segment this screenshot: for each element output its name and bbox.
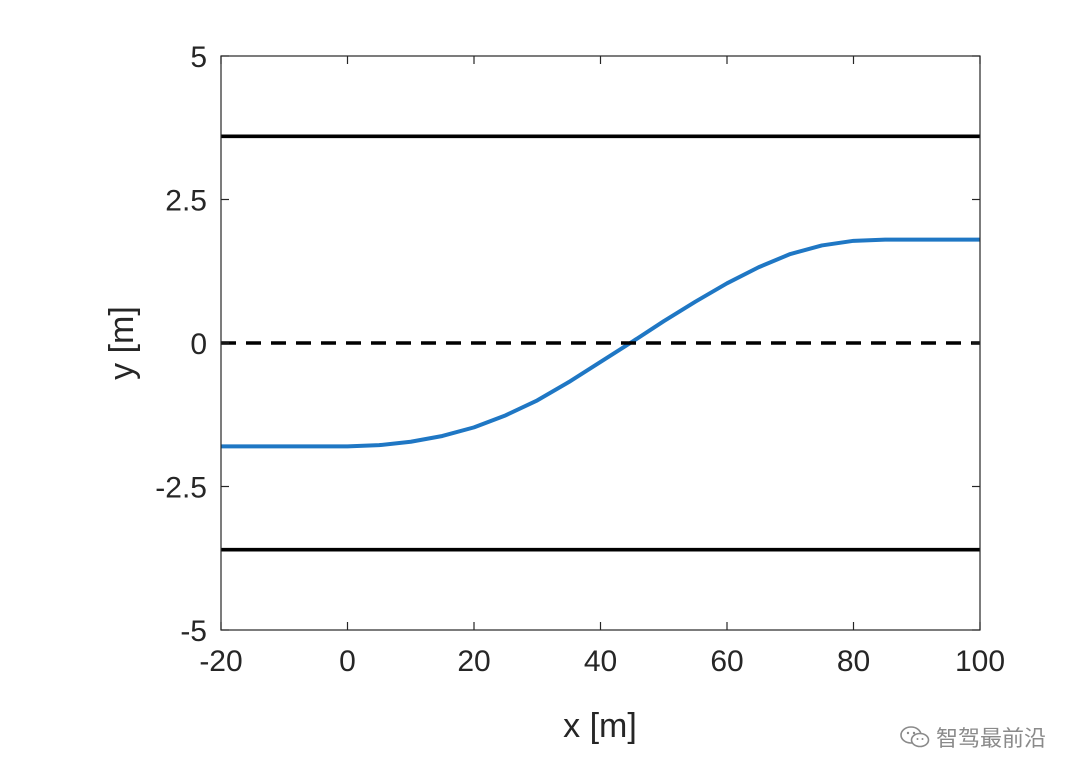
- tick-group: -20 0 20 40 60 80 100 -5 -2.5 0 2.5 5: [155, 41, 1005, 678]
- watermark-text: 智驾最前沿: [935, 727, 1046, 752]
- x-tick-label: -20: [199, 645, 242, 678]
- x-tick-label: 40: [584, 645, 617, 678]
- series-group: [221, 134, 980, 552]
- watermark: 智驾最前沿: [900, 721, 1046, 753]
- x-tick-label: 60: [710, 645, 743, 678]
- x-tick-label: 100: [955, 645, 1005, 678]
- y-tick-label: -2.5: [155, 472, 207, 505]
- y-tick-label: 5: [190, 41, 207, 74]
- y-tick-label: -5: [180, 615, 207, 648]
- x-axis-label: x [m]: [563, 707, 637, 745]
- y-axis-label: y [m]: [103, 306, 141, 380]
- y-tick-label: 2.5: [165, 185, 207, 218]
- x-tick-label: 0: [339, 645, 356, 678]
- y-tick-label: 0: [190, 328, 207, 361]
- x-tick-label: 80: [837, 645, 870, 678]
- series-trajectory-line: [221, 237, 980, 449]
- x-tick-label: 20: [457, 645, 490, 678]
- wechat-icon: [900, 726, 930, 748]
